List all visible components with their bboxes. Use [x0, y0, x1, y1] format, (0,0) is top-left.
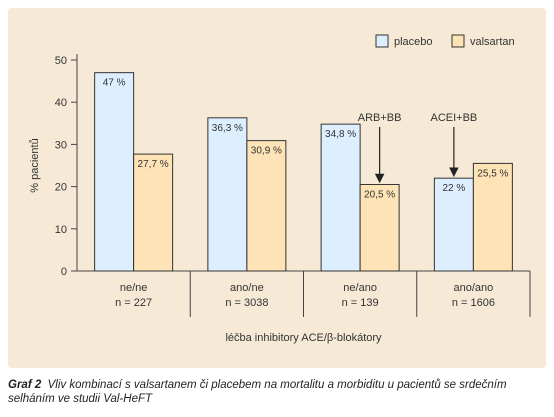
x-tick-label: ano/ano — [453, 282, 493, 294]
bar-placebo — [94, 72, 135, 272]
chart-panel: 0 10 20 30 40 50 % pacientů ne/ne n = 227 ano/ne n… — [8, 8, 546, 368]
bar-placebo — [207, 117, 248, 272]
bar-value-label: 30,9 % — [251, 146, 282, 157]
x-tick-count: n = 1606 — [452, 297, 495, 309]
legend-swatch-placebo — [375, 34, 389, 48]
bar-valsartan — [359, 183, 400, 272]
bar-placebo — [433, 177, 474, 272]
annotation-label: ARB+BB — [358, 112, 402, 124]
legend-label-placebo: placebo — [394, 36, 433, 48]
bar-value-label: 47 % — [103, 78, 126, 89]
bar-value-label: 34,8 % — [325, 129, 356, 140]
bar-value-label: 22 % — [442, 183, 465, 194]
y-axis-label: % pacientů — [29, 138, 41, 192]
annotation-label: ACEI+BB — [430, 112, 477, 124]
y-tick-label: 0 — [61, 266, 67, 278]
bar-chart: 0 10 20 30 40 50 % pacientů ne/ne n = 227 ano/ne n… — [29, 34, 531, 344]
caption-text: Vliv kombinací s valsartanem či placebem… — [8, 379, 507, 405]
y-tick-label: 20 — [55, 182, 67, 194]
legend-swatch-valsartan — [451, 34, 465, 48]
y-tick-label: 30 — [55, 139, 67, 151]
bar-value-label: 20,5 % — [364, 189, 395, 200]
y-tick-label: 40 — [55, 97, 67, 109]
figure-caption: Graf 2 Vliv kombinací s valsartanem či p… — [8, 378, 548, 406]
bar-value-label: 36,3 % — [212, 123, 243, 134]
x-tick-label: ano/ne — [230, 282, 264, 294]
x-tick-count: n = 139 — [342, 297, 379, 309]
x-tick-count: n = 3038 — [225, 297, 268, 309]
bar-valsartan — [246, 140, 287, 272]
y-tick-label: 10 — [55, 224, 67, 236]
bar-valsartan — [472, 162, 513, 272]
bar-valsartan — [133, 153, 174, 272]
caption-label: Graf 2 — [8, 379, 42, 391]
x-tick-label: ne/ne — [120, 282, 148, 294]
x-axis-label: léčba inhibitory ACE/β-blokátory — [225, 332, 382, 344]
legend-label-valsartan: valsartan — [470, 36, 515, 48]
bar-value-label: 27,7 % — [138, 159, 169, 170]
x-tick-label: ne/ano — [343, 282, 377, 294]
bar-placebo — [320, 123, 361, 272]
bar-value-label: 25,5 % — [477, 168, 508, 179]
x-tick-count: n = 227 — [115, 297, 152, 309]
y-tick-label: 50 — [55, 55, 67, 67]
